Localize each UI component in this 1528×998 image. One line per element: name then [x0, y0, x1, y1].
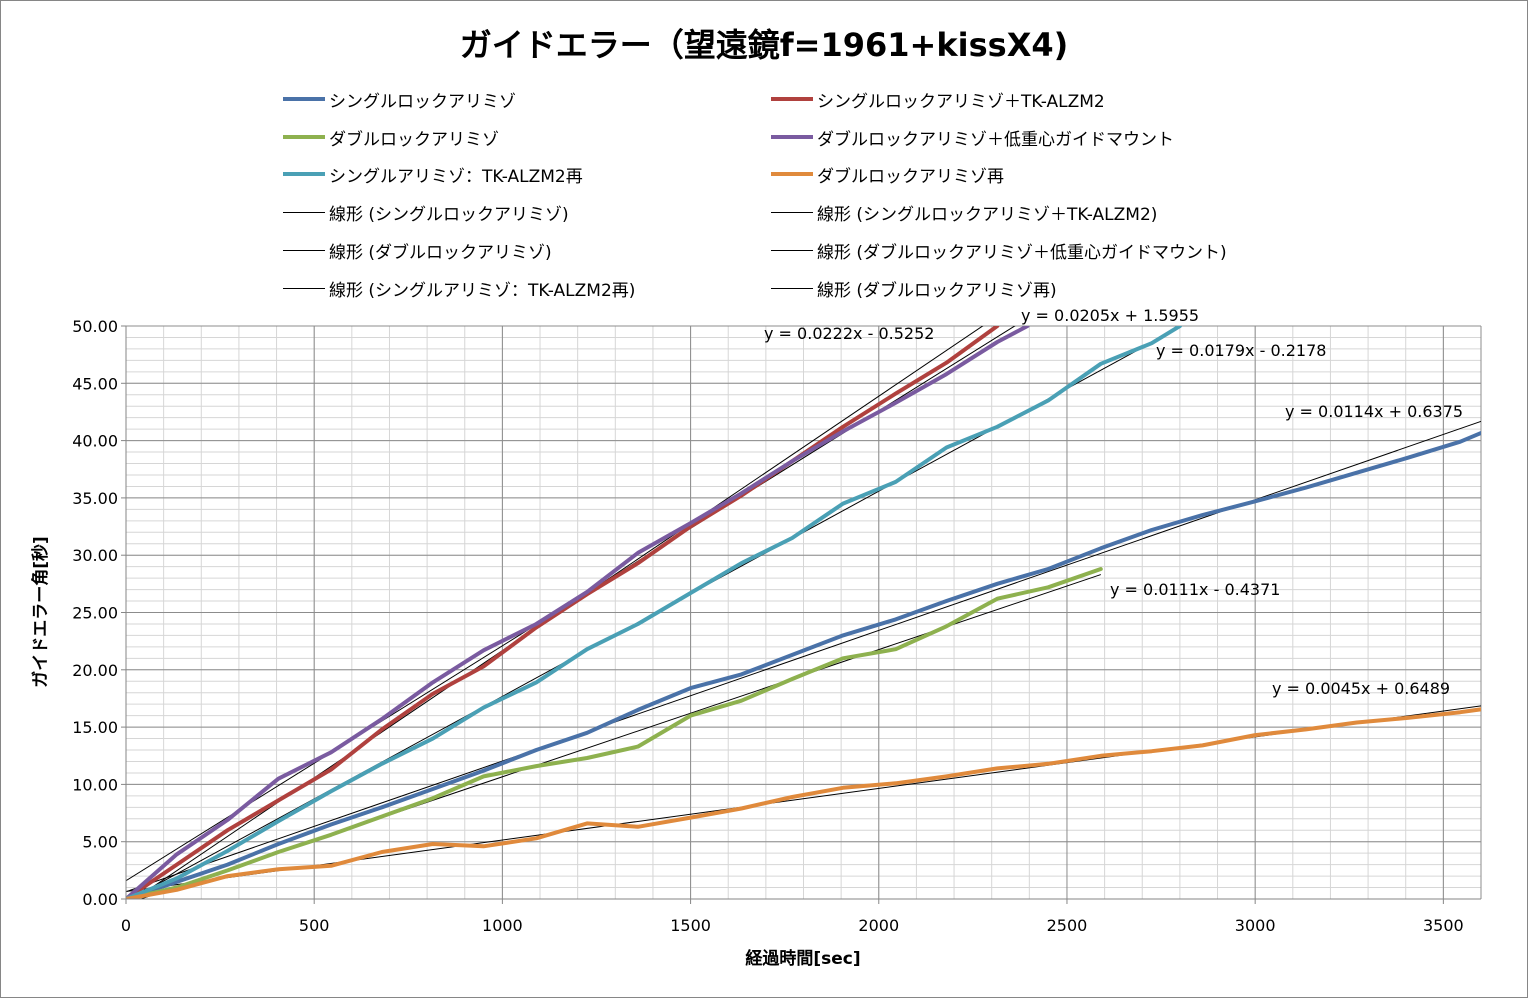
chart-title: ガイドエラー（望遠鏡f=1961+kissX4): [459, 26, 1069, 64]
legend-label: シングルアリミゾ：TK-ALZM2再: [329, 166, 583, 187]
legend-label: ダブルロックアリミゾ再: [817, 166, 1004, 187]
y-tick-label: 20.00: [72, 661, 118, 680]
series-layer: [126, 326, 1481, 899]
y-tick-label: 10.00: [72, 775, 118, 794]
trendline: [126, 420, 1481, 893]
trendline-equation: y = 0.0205x + 1.5955: [1021, 306, 1199, 325]
legend-label: 線形 (シングルロックアリミゾ): [329, 204, 569, 225]
x-tick-label: 2500: [1047, 916, 1088, 935]
x-tick-label: 2000: [858, 916, 899, 935]
y-tick-label: 15.00: [72, 718, 118, 737]
series-line: [126, 326, 1000, 899]
series-line: [126, 326, 1030, 899]
legend-item-trend-single-lock: 線形 (シングルロックアリミゾ): [283, 200, 569, 225]
y-tick-label: 35.00: [72, 489, 118, 508]
legend-item-trend-double-lock-again: 線形 (ダブルロックアリミゾ再): [771, 276, 1057, 301]
y-tick-label: 50.00: [72, 317, 118, 336]
axis-layer: [121, 325, 1481, 904]
legend-label: 線形 (ダブルロックアリミゾ): [329, 242, 552, 263]
trendline-layer: [126, 326, 1481, 899]
legend-item-single-lock-tk: シングルロックアリミゾ＋TK-ALZM2: [771, 87, 1105, 112]
legend-item-trend-double-lock: 線形 (ダブルロックアリミゾ): [283, 238, 552, 263]
legend-item-single-lock: シングルロックアリミゾ: [283, 87, 516, 112]
series-line: [126, 707, 1481, 899]
legend-swatch: [771, 287, 813, 289]
legend-swatch: [283, 249, 325, 251]
series-line: [126, 567, 1103, 899]
trendline-equation: y = 0.0111x - 0.4371: [1110, 580, 1280, 599]
legend-item-double-lock-again: ダブルロックアリミゾ再: [771, 162, 1004, 187]
legend-swatch: [283, 135, 325, 139]
x-tick-label: 1000: [482, 916, 523, 935]
y-tick-label: 25.00: [72, 604, 118, 623]
legend-item-trend-double-lock-mount: 線形 (ダブルロックアリミゾ＋低重心ガイドマウント): [771, 238, 1227, 263]
legend-label: シングルロックアリミゾ: [329, 91, 516, 112]
legend-swatch: [283, 211, 325, 213]
legend-item-double-lock: ダブルロックアリミゾ: [283, 125, 499, 150]
series-line: [126, 326, 1182, 899]
legend-swatch: [771, 211, 813, 213]
legend-label: ダブルロックアリミゾ: [329, 129, 499, 150]
legend-label: シングルロックアリミゾ＋TK-ALZM2: [817, 91, 1105, 112]
legend-item-trend-single-tk-again: 線形 (シングルアリミゾ：TK-ALZM2再): [283, 276, 636, 301]
legend-swatch: [283, 287, 325, 289]
legend-swatch: [283, 97, 325, 101]
y-tick-label: 0.00: [82, 890, 118, 909]
trendline-equation: y = 0.0045x + 0.6489: [1272, 679, 1450, 698]
legend-label: ダブルロックアリミゾ＋低重心ガイドマウント: [817, 129, 1174, 150]
y-axis-title: ガイドエラー角[秒]: [30, 536, 51, 688]
legend-swatch: [771, 249, 813, 251]
y-tick-label: 5.00: [82, 833, 118, 852]
series-line: [126, 430, 1481, 899]
grid-layer: [125, 325, 1482, 900]
legend-item-double-lock-mount: ダブルロックアリミゾ＋低重心ガイドマウント: [771, 125, 1174, 150]
x-tick-label: 1500: [670, 916, 711, 935]
x-tick-label: 0: [121, 916, 131, 935]
trendline-equation: y = 0.0114x + 0.6375: [1285, 402, 1463, 421]
legend-label: 線形 (ダブルロックアリミゾ再): [817, 280, 1057, 301]
legend-label: 線形 (ダブルロックアリミゾ＋低重心ガイドマウント): [817, 242, 1227, 263]
legend-label: 線形 (シングルアリミゾ：TK-ALZM2再): [329, 280, 636, 301]
y-tick-label: 40.00: [72, 432, 118, 451]
x-axis-title: 経過時間[sec]: [745, 948, 860, 969]
x-tick-label: 500: [299, 916, 330, 935]
legend-swatch: [771, 172, 813, 176]
legend-label: 線形 (シングルロックアリミゾ＋TK-ALZM2): [817, 204, 1158, 225]
legend-item-trend-single-lock-tk: 線形 (シングルロックアリミゾ＋TK-ALZM2): [771, 200, 1158, 225]
trendline-equation: y = 0.0222x - 0.5252: [764, 324, 934, 343]
trendline-equation: y = 0.0179x - 0.2178: [1156, 341, 1326, 360]
y-tick-label: 30.00: [72, 546, 118, 565]
y-tick-label: 45.00: [72, 374, 118, 393]
legend-item-single-tk-again: シングルアリミゾ：TK-ALZM2再: [283, 162, 583, 187]
label-layer: 0.00 5.00 10.00 15.00 20.00 25.00 30.00 35.00 40…: [72, 306, 1464, 935]
x-tick-label: 3000: [1235, 916, 1276, 935]
legend-swatch: [771, 135, 813, 139]
x-tick-label: 3500: [1423, 916, 1464, 935]
legend-swatch: [771, 97, 813, 101]
legend-swatch: [283, 172, 325, 176]
